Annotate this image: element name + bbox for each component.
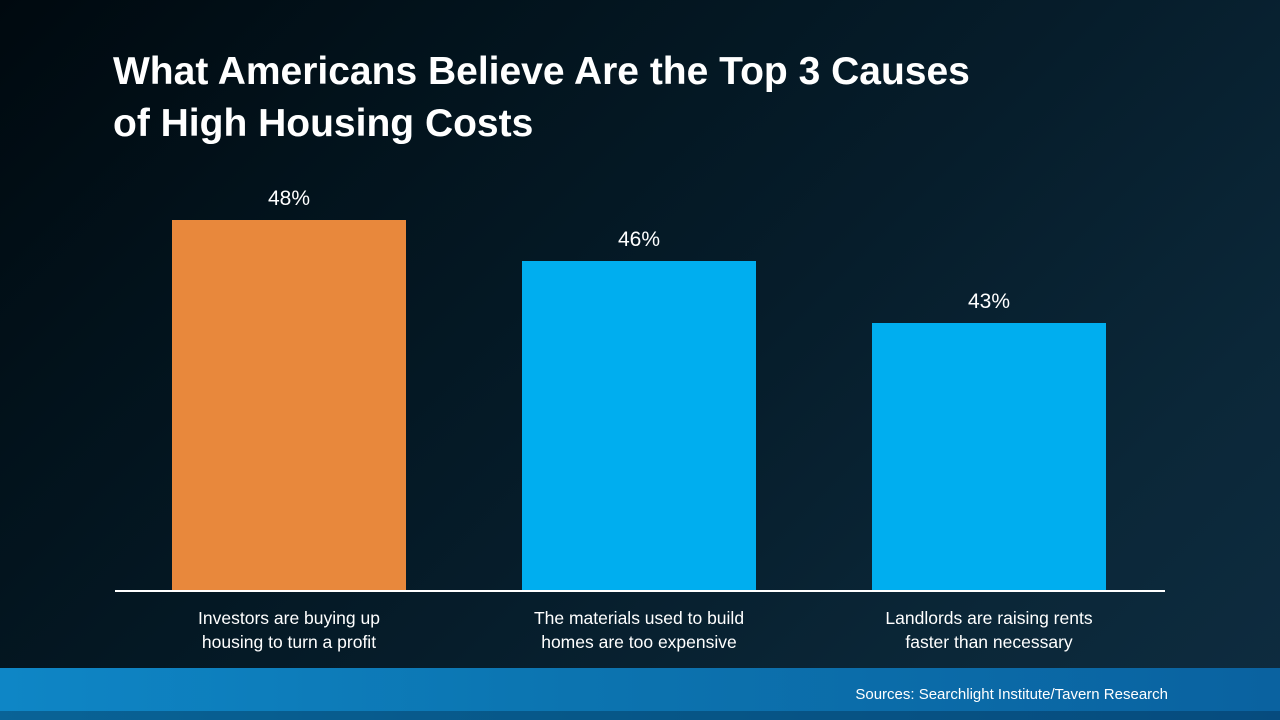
bar <box>172 220 406 590</box>
bar-category-label: Landlords are raising rents faster than n… <box>885 608 1093 652</box>
bar <box>522 261 756 590</box>
bar-group: 46% <box>522 228 756 590</box>
bar-value-label: 46% <box>617 228 661 251</box>
bar-group: 48% <box>172 187 406 590</box>
chart-categories: Investors are buying up housing to turn a… <box>115 606 1165 666</box>
bar-category-label: The materials used to build homes are too… <box>533 608 745 652</box>
bar-value-label: 48% <box>267 187 311 210</box>
title-line-2: of High Housing Costs <box>113 102 534 145</box>
page-title: What Americans Believe Are the Top 3 Cau… <box>113 46 970 150</box>
bar-group: 43% <box>872 290 1106 590</box>
bar-chart: 48% 46% 43% <box>115 160 1165 592</box>
footer-bar: Sources: Searchlight Institute/Tavern Re… <box>0 668 1280 720</box>
title-line-1: What Americans Believe Are the Top 3 Cau… <box>113 50 970 93</box>
source-text: Sources: Searchlight Institute/Tavern Re… <box>855 685 1168 703</box>
bar-category-label: Investors are buying up housing to turn a… <box>198 608 380 652</box>
bar-value-label: 43% <box>967 290 1011 313</box>
bar <box>872 323 1106 590</box>
chart-baseline <box>115 590 1165 592</box>
